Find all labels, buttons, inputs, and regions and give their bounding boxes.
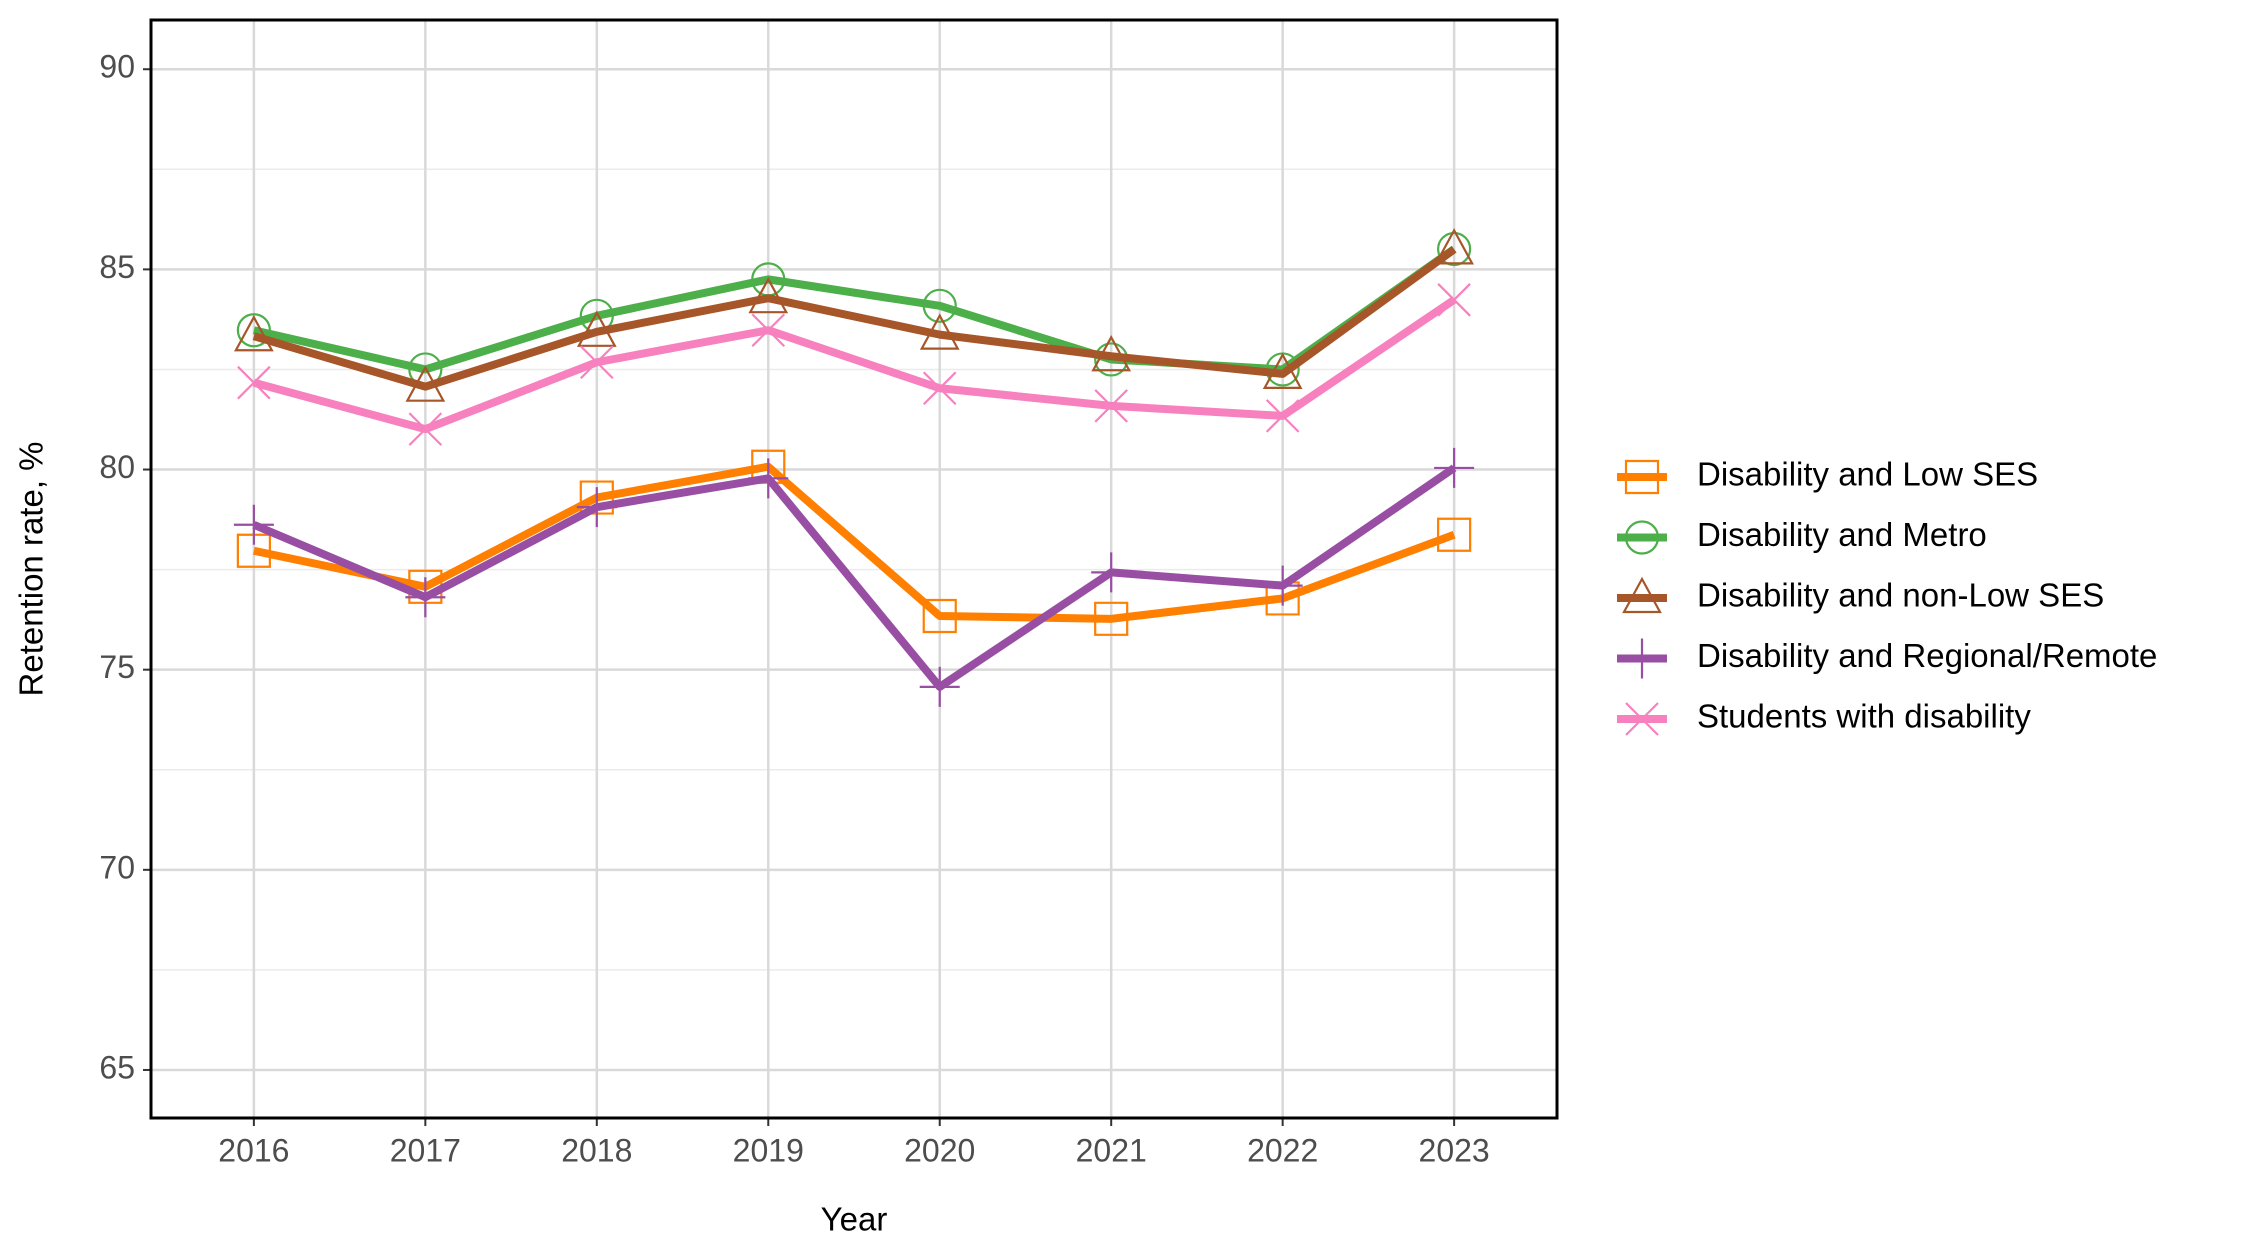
point (919, 313, 960, 350)
point (1262, 565, 1303, 606)
legend-label: Students with disability (1697, 698, 2031, 735)
point (405, 365, 446, 402)
point (748, 276, 789, 314)
x-tick-label: 2016 (218, 1132, 289, 1168)
y-axis-title: Retention rate, % (13, 442, 50, 697)
series-line (253, 462, 1456, 623)
legend-label: Disability and Low SES (1697, 456, 2038, 493)
point (576, 487, 617, 528)
x-axis-title: Year (821, 1201, 888, 1238)
point (576, 310, 617, 347)
legend-label: Disability and Regional/Remote (1697, 637, 2157, 674)
point (1434, 228, 1474, 265)
x-tick-label: 2021 (1076, 1132, 1147, 1168)
series-line (252, 464, 1457, 691)
point (1624, 459, 1660, 495)
point (1437, 283, 1471, 317)
point (1262, 352, 1303, 389)
plot-border (149, 18, 1559, 1120)
y-tick-label: 90 (99, 49, 135, 85)
series-line (252, 296, 1457, 434)
point (922, 371, 957, 406)
point (1091, 552, 1132, 593)
point (233, 504, 274, 545)
series-line (252, 245, 1457, 374)
point (234, 314, 274, 352)
point (1434, 447, 1475, 488)
point (579, 480, 614, 515)
x-tick-label: 2017 (390, 1132, 461, 1168)
point (236, 533, 271, 568)
point (1091, 334, 1132, 372)
series-line (252, 246, 1457, 391)
point (751, 449, 786, 484)
legend-label: Disability and non-Low SES (1697, 577, 2104, 614)
x-tick-label: 2019 (733, 1132, 804, 1168)
point (922, 288, 957, 323)
y-tick-label: 65 (99, 1049, 135, 1085)
x-tick-label: 2020 (904, 1132, 975, 1168)
point (1625, 702, 1659, 736)
point (405, 577, 446, 618)
point (1265, 399, 1300, 433)
point (236, 313, 271, 348)
point (1622, 638, 1662, 679)
y-tick-label: 70 (99, 849, 135, 885)
legend-label: Disability and Metro (1697, 516, 1987, 553)
x-tick-label: 2018 (561, 1132, 632, 1168)
point (1094, 389, 1128, 423)
y-tick-label: 75 (99, 649, 135, 685)
y-tick-label: 85 (99, 249, 135, 285)
point (1437, 517, 1472, 552)
point (748, 458, 789, 499)
x-tick-label: 2022 (1247, 1132, 1318, 1168)
point (922, 598, 957, 634)
point (1624, 520, 1660, 555)
point (1094, 601, 1129, 636)
x-tick-label: 2023 (1419, 1132, 1490, 1168)
y-tick-label: 80 (99, 449, 135, 485)
point (1437, 231, 1472, 267)
point (408, 412, 443, 446)
point (751, 313, 786, 348)
point (580, 345, 614, 380)
point (1622, 576, 1662, 614)
point (919, 666, 960, 707)
point (237, 365, 271, 400)
